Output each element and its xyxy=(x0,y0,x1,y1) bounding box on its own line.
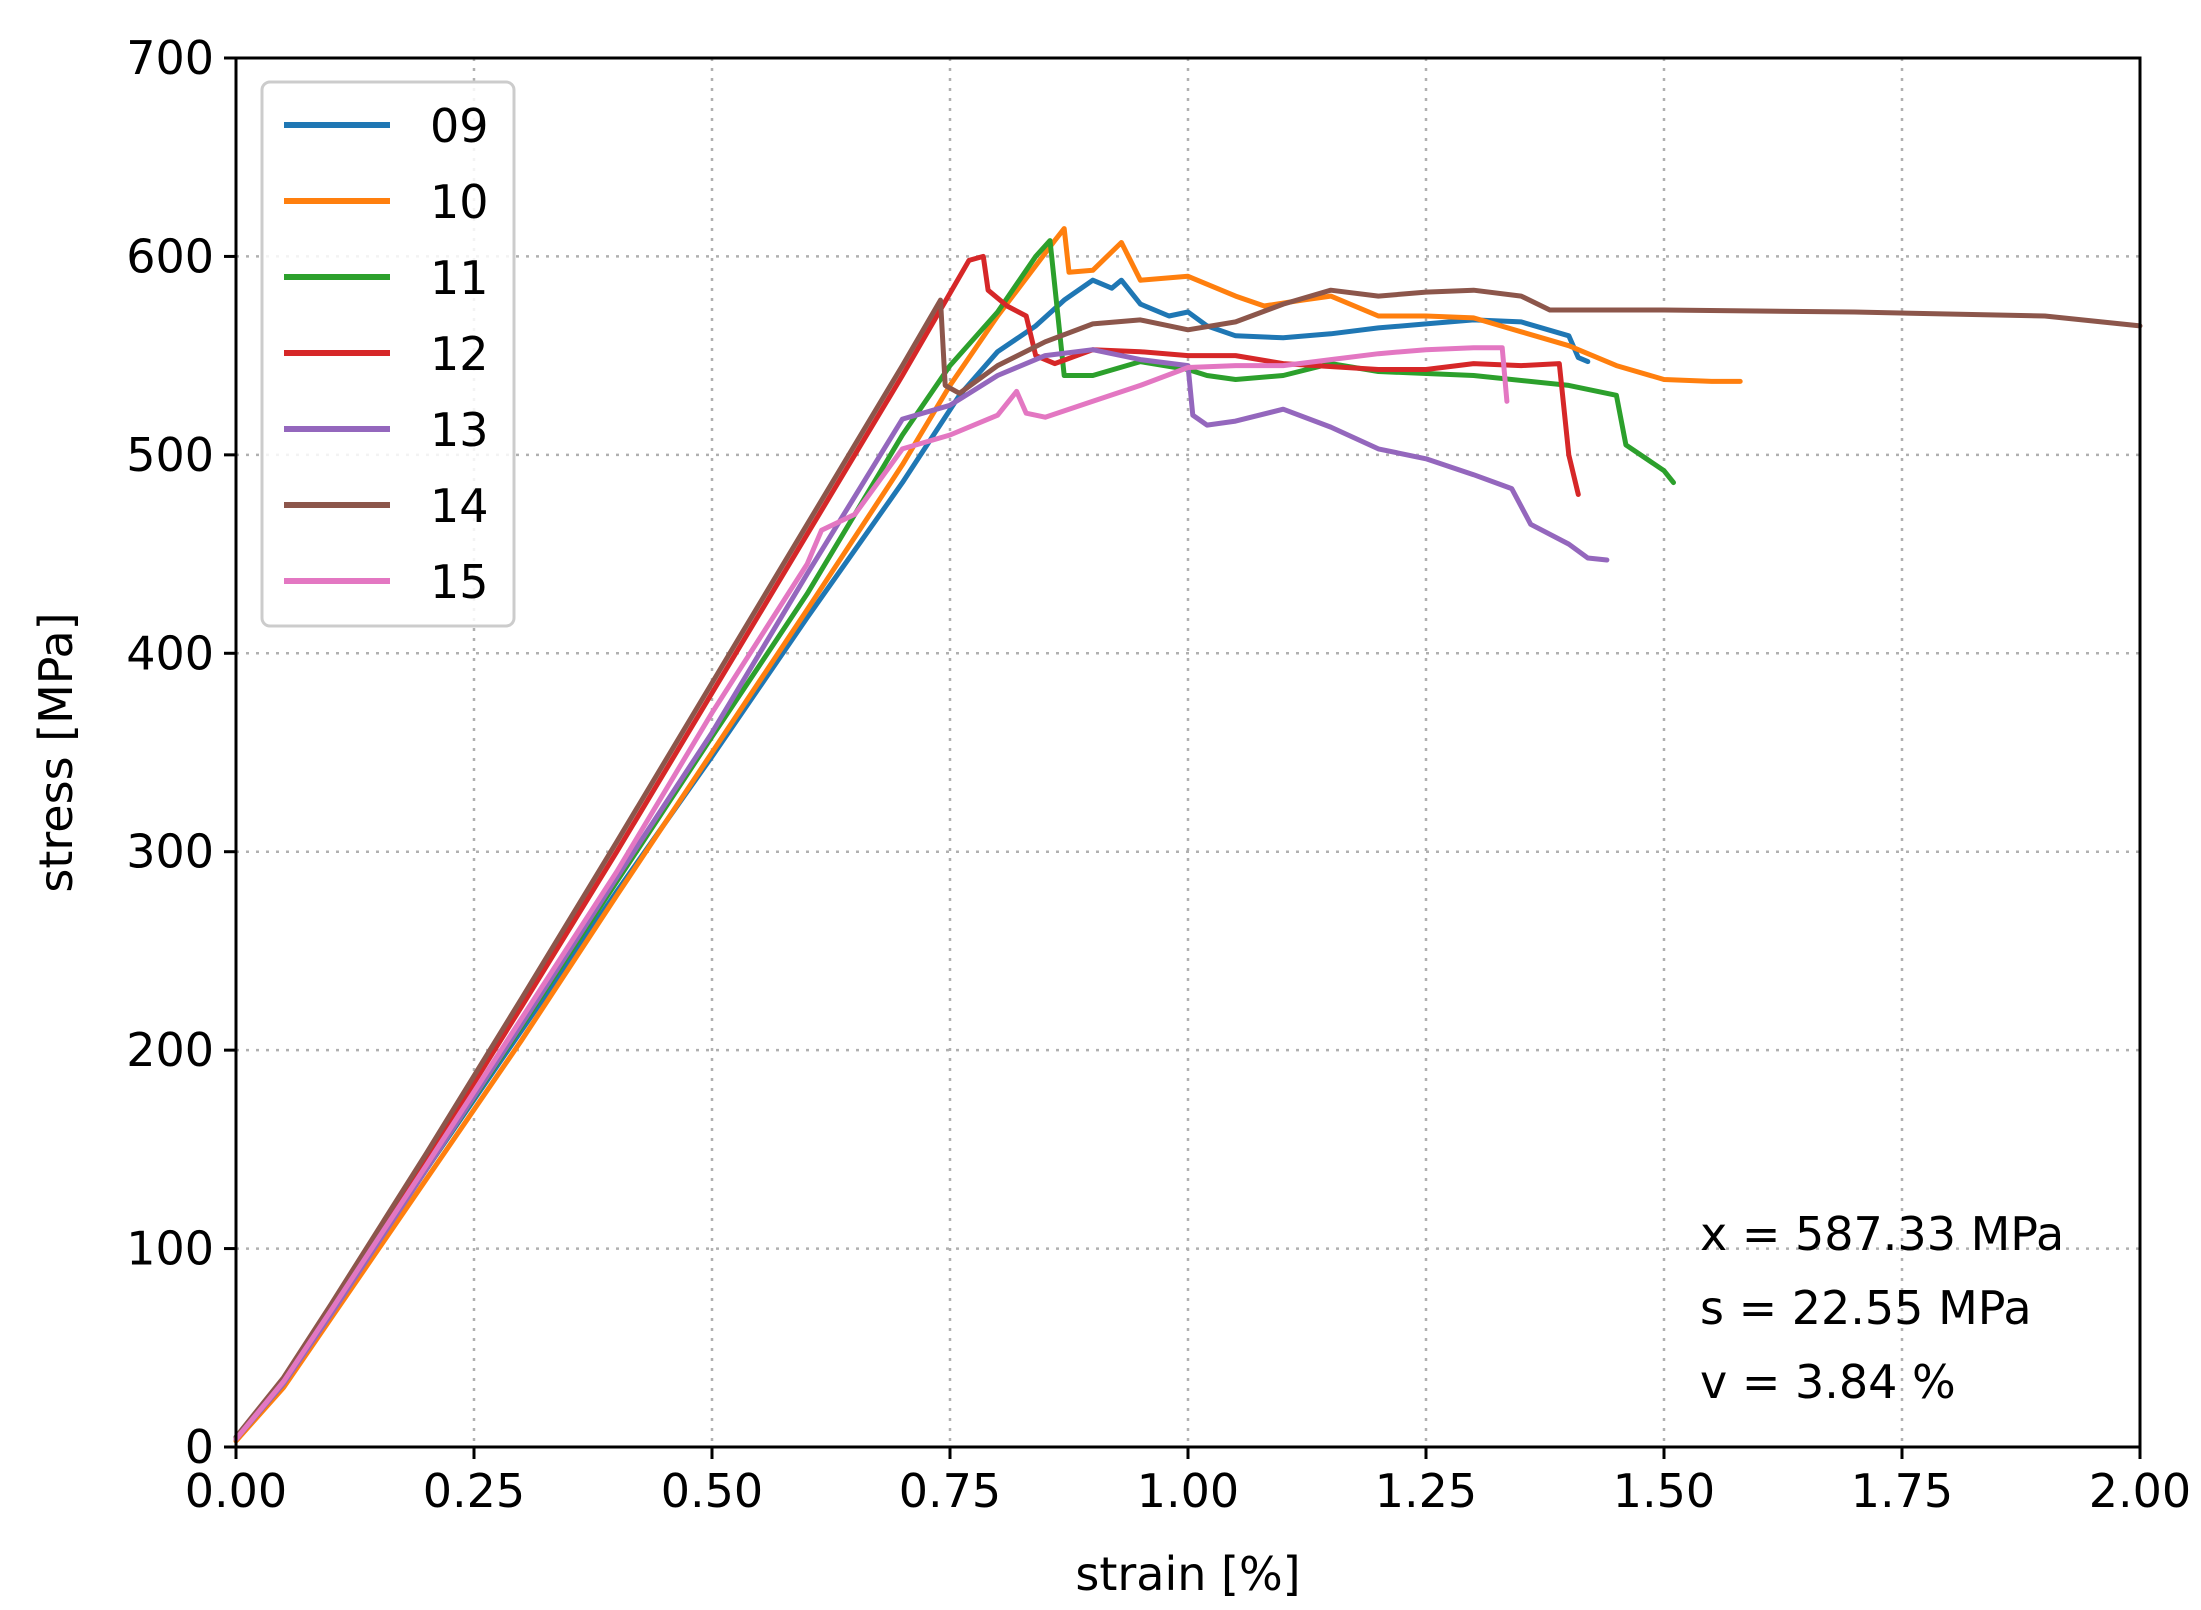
series-line-09 xyxy=(233,277,1591,1440)
ticks: 0.00 0.25 0.50 0.75 1.00 1.25 1.50 1.75 2.000100… xyxy=(126,31,2191,1518)
legend-label: 15 xyxy=(430,555,489,609)
x-tick-label: 0.50 xyxy=(661,1464,763,1518)
legend-label: 12 xyxy=(430,327,489,381)
x-tick-label: 0.25 xyxy=(423,1464,525,1518)
x-tick-label: 1.25 xyxy=(1375,1464,1477,1518)
x-tick-label: 0.00 xyxy=(185,1464,287,1518)
series-line-10 xyxy=(233,226,1743,1444)
y-tick-label: 400 xyxy=(126,626,214,680)
series-line-15 xyxy=(233,345,1510,1442)
legend: 09 10 11 12 13 14 15 xyxy=(260,80,516,628)
y-tick-label: 600 xyxy=(126,229,214,283)
legend-label: 14 xyxy=(430,479,489,533)
series-line-13 xyxy=(233,347,1610,1442)
y-tick-label: 500 xyxy=(126,428,214,482)
x-tick-label: 1.50 xyxy=(1613,1464,1715,1518)
series-layer xyxy=(233,226,2143,1444)
legend-label: 10 xyxy=(430,175,489,229)
stat-line: x = 587.33 MPa xyxy=(1700,1207,2064,1261)
y-axis-label: stress [MPa] xyxy=(29,612,83,892)
x-tick-label: 0.75 xyxy=(899,1464,1001,1518)
stats-annotation: x = 587.33 MPa s = 22.55 MPa v = 3.84 % xyxy=(1700,1207,2064,1409)
y-tick-label: 300 xyxy=(126,825,214,879)
series-line-14 xyxy=(233,287,2143,1440)
x-tick-label: 1.00 xyxy=(1137,1464,1239,1518)
y-tick-label: 100 xyxy=(126,1222,214,1276)
series-line-12 xyxy=(233,253,1581,1442)
legend-label: 13 xyxy=(430,403,489,457)
y-tick-label: 700 xyxy=(126,31,214,85)
y-tick-label: 0 xyxy=(185,1420,214,1474)
stat-line: s = 22.55 MPa xyxy=(1700,1281,2032,1335)
legend-label: 09 xyxy=(430,99,489,153)
stat-line: v = 3.84 % xyxy=(1700,1355,1956,1409)
y-tick-label: 200 xyxy=(126,1023,214,1077)
x-axis-label: strain [%] xyxy=(1075,1547,1300,1601)
legend-label: 11 xyxy=(430,251,489,305)
x-tick-label: 1.75 xyxy=(1851,1464,1953,1518)
x-tick-label: 2.00 xyxy=(2089,1464,2191,1518)
